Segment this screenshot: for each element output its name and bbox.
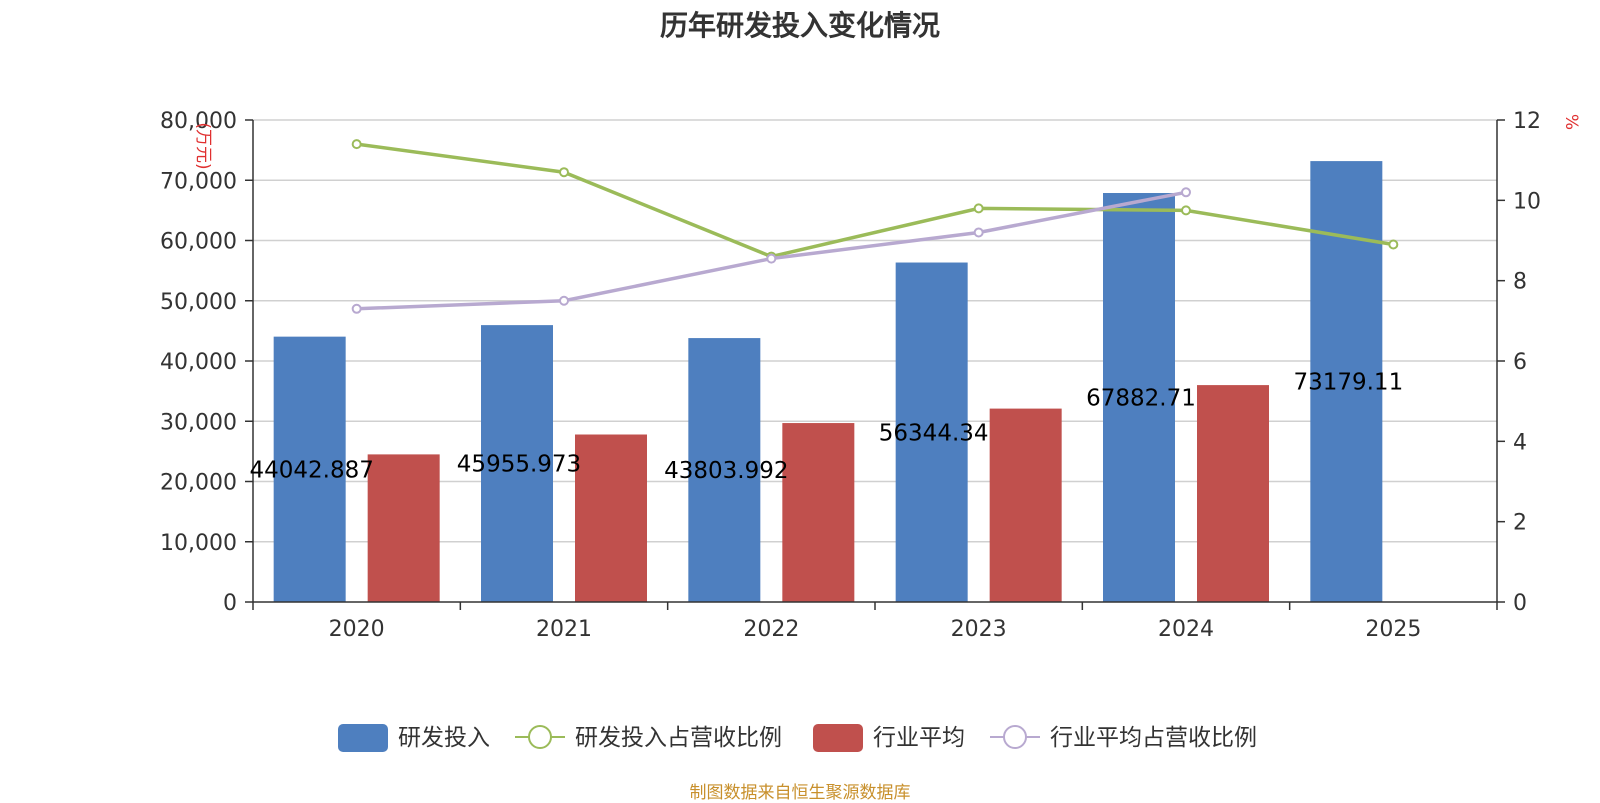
- left-axis-tick-label: 10,000: [160, 531, 237, 556]
- left-axis-tick-label: 40,000: [160, 350, 237, 375]
- data-source: 制图数据来自恒生聚源数据库: [689, 783, 911, 803]
- bar-2020-rd: [273, 336, 346, 602]
- right-axis-tick-label: 6: [1513, 350, 1527, 375]
- line-point: [1181, 205, 1191, 216]
- bar-data-label: 43803.992: [664, 458, 788, 484]
- bar-2020-industry: [367, 454, 440, 602]
- line-point: [973, 227, 984, 238]
- bar-2023-industry: [989, 408, 1062, 602]
- legend-label[interactable]: 行业平均: [873, 725, 965, 751]
- line-point: [351, 139, 362, 150]
- right-axis-tick-label: 12: [1513, 109, 1541, 134]
- line-point: [351, 303, 362, 314]
- right-axis-unit: %: [1561, 114, 1581, 130]
- bar-2024-industry: [1197, 385, 1269, 602]
- bars: [273, 161, 1383, 603]
- right-axis-tick-label: 4: [1513, 430, 1527, 455]
- legend-swatch-marker[interactable]: [1003, 725, 1027, 749]
- right-axis-tick-label: 2: [1513, 511, 1527, 536]
- bar-data-label: 45955.973: [457, 452, 581, 478]
- left-axis-tick-label: 0: [223, 591, 237, 616]
- right-axis-tick-label: 10: [1513, 189, 1541, 214]
- bar-data-label: 67882.71: [1086, 386, 1196, 412]
- data-labels: 44042.887 45955.973 43803.992 56344.34 67882…: [249, 370, 1403, 484]
- legend-label[interactable]: 行业平均占营收比例: [1050, 725, 1257, 751]
- legend-swatch-bar[interactable]: [813, 724, 863, 752]
- x-axis-tick-label: 2025: [1365, 617, 1421, 642]
- right-axis-tick-label: 8: [1513, 270, 1527, 295]
- legend-label[interactable]: 研发投入: [398, 725, 490, 751]
- legend-label[interactable]: 研发投入占营收比例: [575, 725, 782, 751]
- chart-title: 历年研发投入变化情况: [659, 9, 940, 42]
- left-axis-tick-label: 30,000: [160, 410, 237, 435]
- x-axis-tick-label: 2021: [536, 617, 592, 642]
- legend-swatch-bar[interactable]: [338, 724, 388, 752]
- line-point: [559, 167, 569, 178]
- line-rd-ratio: [356, 142, 1394, 259]
- line-point: [559, 295, 569, 306]
- bar-data-label: 44042.887: [249, 457, 373, 483]
- grid-lines: [253, 119, 1497, 543]
- line-point: [973, 203, 984, 214]
- bar-2022-rd: [688, 338, 761, 602]
- x-axis-tick-label: 2020: [329, 617, 385, 642]
- bar-2023-rd: [895, 262, 968, 602]
- legend[interactable]: 研发投入 研发投入占营收比例 行业平均 行业平均占营收比例: [338, 724, 1257, 752]
- left-axis-tick-label: 50,000: [160, 290, 237, 315]
- lines: [351, 139, 1399, 314]
- x-axis-tick-label: 2022: [743, 617, 799, 642]
- left-axis-tick-label: 60,000: [160, 230, 237, 255]
- right-axis-tick-label: 0: [1513, 591, 1527, 616]
- bar-data-label: 56344.34: [879, 420, 989, 446]
- left-axis-unit: (万元): [193, 122, 213, 169]
- line-point: [1181, 187, 1191, 198]
- legend-swatch-marker[interactable]: [528, 725, 552, 749]
- bar-2022-industry: [782, 423, 855, 602]
- x-axis-tick-label: 2024: [1158, 617, 1214, 642]
- line-point: [1388, 239, 1399, 250]
- bar-2021-rd: [481, 325, 553, 602]
- bar-data-label: 73179.11: [1293, 370, 1403, 396]
- line-point: [766, 253, 777, 264]
- x-axis-tick-label: 2023: [951, 617, 1007, 642]
- left-axis-tick-label: 70,000: [160, 169, 237, 194]
- bar-2021-industry: [575, 434, 647, 602]
- left-axis-tick-label: 20,000: [160, 471, 237, 496]
- bar-2024-rd: [1103, 193, 1175, 603]
- axes: 0 10,000 20,000 30,000 40,000 50,000 60,000 70,…: [160, 109, 1581, 642]
- left-axis-tick-label: 80,000: [160, 109, 237, 134]
